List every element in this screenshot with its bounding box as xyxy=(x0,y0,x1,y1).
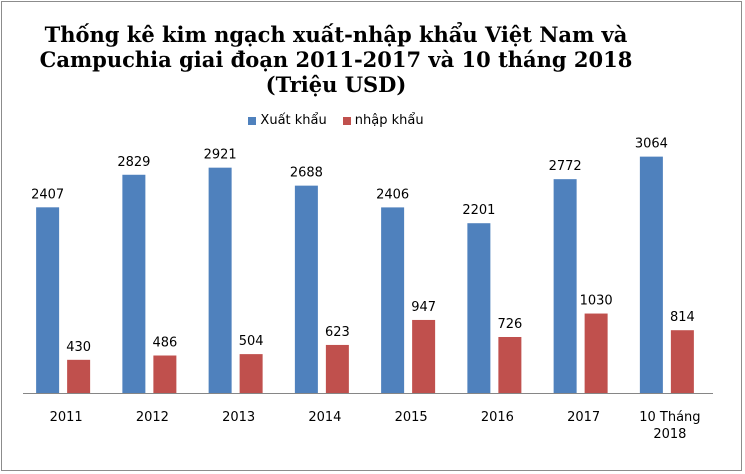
legend-swatch-import xyxy=(342,116,351,125)
x-tick-label-6: 2017 xyxy=(567,410,600,425)
x-tick-label-2: 2013 xyxy=(222,410,255,425)
data-label-import-7: 814 xyxy=(670,310,695,325)
x-tick-label-4: 2015 xyxy=(395,410,428,425)
data-label-export-6: 2772 xyxy=(549,159,582,174)
data-label-export-2: 2921 xyxy=(204,148,237,163)
data-label-export-5: 2201 xyxy=(462,203,495,218)
legend-label-import: nhập khẩu xyxy=(354,113,424,128)
bar-import-3 xyxy=(325,344,349,393)
data-label-export-7: 3064 xyxy=(635,137,668,152)
bar-import-5 xyxy=(498,336,522,393)
bar-export-2 xyxy=(208,167,232,393)
data-label-import-3: 623 xyxy=(325,325,350,340)
data-label-export-4: 2406 xyxy=(376,187,409,202)
data-label-import-0: 430 xyxy=(66,340,91,355)
bar-export-3 xyxy=(294,185,318,393)
title-line-2: Campuchia giai đoạn 2011-2017 và 10 thán… xyxy=(39,47,633,72)
title-line-3: (Triệu USD) xyxy=(265,72,407,97)
bar-export-0 xyxy=(36,207,60,393)
legend-item-export: Xuất khẩu xyxy=(248,113,327,128)
bar-export-1 xyxy=(122,174,146,393)
data-label-export-1: 2829 xyxy=(117,155,150,170)
x-tick-label-5: 2016 xyxy=(481,410,514,425)
x-tick-label-0: 2011 xyxy=(50,410,83,425)
data-label-import-5: 726 xyxy=(497,317,522,332)
data-label-export-3: 2688 xyxy=(290,166,323,181)
bar-import-7 xyxy=(670,330,694,393)
x-tick-label-1: 2012 xyxy=(136,410,169,425)
x-tick-label-3: 2014 xyxy=(308,410,341,425)
bar-import-4 xyxy=(412,319,436,393)
bar-export-6 xyxy=(553,179,577,393)
legend-label-export: Xuất khẩu xyxy=(260,113,327,128)
data-label-import-2: 504 xyxy=(239,334,264,349)
chart-legend: Xuất khẩu nhập khẩu xyxy=(0,113,672,128)
x-tick-label-7-1: 2018 xyxy=(653,427,686,442)
legend-item-import: nhập khẩu xyxy=(342,113,424,128)
bar-import-1 xyxy=(153,355,177,393)
x-tick-label-7-0: 10 Tháng xyxy=(639,410,700,425)
bar-export-4 xyxy=(381,207,405,393)
title-line-1: Thống kê kim ngạch xuất-nhập khẩu Việt N… xyxy=(44,22,628,47)
bar-import-6 xyxy=(584,313,608,393)
data-label-import-1: 486 xyxy=(152,336,177,351)
bar-export-7 xyxy=(639,156,663,393)
bar-export-5 xyxy=(467,223,491,393)
legend-swatch-export xyxy=(248,116,257,125)
data-label-import-6: 1030 xyxy=(580,294,613,309)
data-label-import-4: 947 xyxy=(411,300,436,315)
bar-import-0 xyxy=(67,359,91,393)
bar-import-2 xyxy=(239,354,263,393)
data-label-export-0: 2407 xyxy=(31,187,64,202)
chart-title: Thống kê kim ngạch xuất-nhập khẩu Việt N… xyxy=(0,22,672,97)
